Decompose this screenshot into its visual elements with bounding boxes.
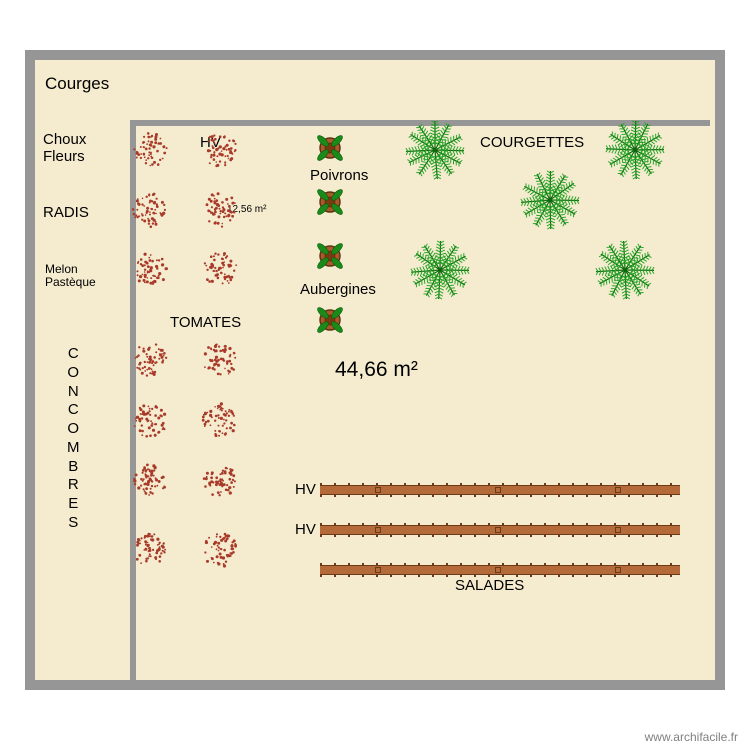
planting-row bbox=[320, 485, 680, 495]
tomato-bush-icon bbox=[201, 131, 239, 169]
tomato-bush-icon bbox=[201, 251, 239, 289]
planting-row bbox=[320, 565, 680, 575]
courgette-plant-icon bbox=[590, 235, 660, 305]
label-tomates: TOMATES bbox=[170, 315, 241, 332]
label-radis: RADIS bbox=[43, 205, 89, 222]
tomato-bush-icon bbox=[131, 341, 169, 379]
label-courges: Courges bbox=[45, 75, 109, 94]
label-area-big: 44,66 m² bbox=[335, 358, 418, 381]
tomato-bush-icon bbox=[201, 341, 239, 379]
potted-plant-icon bbox=[316, 242, 344, 270]
tomato-bush-icon bbox=[131, 461, 169, 499]
label-hv-row1: HV bbox=[295, 482, 316, 499]
label-hv-row2: HV bbox=[295, 522, 316, 539]
watermark: www.archifacile.fr bbox=[645, 730, 738, 744]
tomato-bush-icon bbox=[201, 401, 239, 439]
tomato-bush-icon bbox=[131, 251, 169, 289]
label-aubergines: Aubergines bbox=[300, 282, 376, 299]
label-melon-pasteque: Melon Pastèque bbox=[45, 263, 96, 289]
label-concombres: CONCOMBRES bbox=[67, 345, 80, 533]
potted-plant-icon bbox=[316, 134, 344, 162]
tomato-bush-icon bbox=[201, 531, 239, 569]
potted-plant-icon bbox=[316, 188, 344, 216]
label-salades: SALADES bbox=[455, 578, 524, 595]
floor-plan-canvas: Courges Choux Fleurs RADIS Melon Pastèqu… bbox=[25, 50, 725, 690]
label-courgettes: COURGETTES bbox=[480, 135, 584, 152]
tomato-bush-icon bbox=[131, 531, 169, 569]
label-poivrons: Poivrons bbox=[310, 168, 368, 185]
courgette-plant-icon bbox=[600, 115, 670, 185]
courgette-plant-icon bbox=[405, 235, 475, 305]
tomato-bush-icon bbox=[201, 461, 239, 499]
tomato-bush-icon bbox=[131, 401, 169, 439]
courgette-plant-icon bbox=[515, 165, 585, 235]
tomato-bush-icon bbox=[131, 131, 169, 169]
potted-plant-icon bbox=[316, 306, 344, 334]
planting-row bbox=[320, 525, 680, 535]
courgette-plant-icon bbox=[400, 115, 470, 185]
tomato-bush-icon bbox=[201, 191, 239, 229]
tomato-bush-icon bbox=[131, 191, 169, 229]
label-choux-fleurs: Choux Fleurs bbox=[43, 132, 86, 165]
